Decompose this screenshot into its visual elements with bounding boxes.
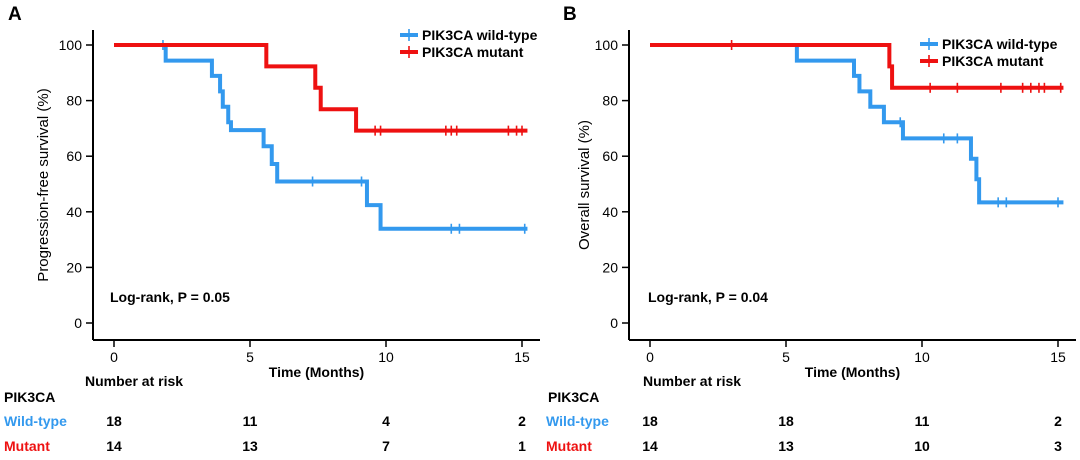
y-tick-label: 80 [602, 93, 618, 109]
x-tick-label: 15 [514, 349, 530, 365]
series-line-wild-type [650, 43, 1064, 205]
risk-count: 4 [382, 413, 390, 429]
panel-b: B 0 20 40 60 80 100 0 5 10 15 Overall survival (%) T… [546, 4, 1076, 454]
risk-count: 10 [914, 438, 930, 454]
x-tick-label: 5 [246, 349, 254, 365]
risk-count: 13 [778, 438, 794, 454]
risk-count: 18 [106, 413, 122, 429]
y-axis-label: Progression-free survival (%) [35, 88, 52, 281]
legend-label: PIK3CA mutant [942, 53, 1044, 69]
legend-label: PIK3CA mutant [422, 44, 524, 60]
risk-count: 18 [642, 413, 658, 429]
series-line-wild-type [114, 43, 528, 231]
x-tick-label: 5 [782, 349, 790, 365]
x-axis-label: Time (Months) [269, 364, 364, 380]
risk-row-label: Mutant [4, 438, 50, 454]
risk-row-label: Wild-type [4, 413, 67, 429]
risk-count: 11 [915, 413, 930, 429]
y-tick-label: 100 [59, 37, 83, 53]
x-tick-label: 10 [914, 349, 930, 365]
y-tick-label: 0 [74, 315, 82, 331]
risk-count: 11 [243, 413, 258, 429]
y-tick-label: 0 [610, 315, 618, 331]
logrank-annotation: Log-rank, P = 0.04 [648, 289, 768, 305]
legend-label: PIK3CA wild-type [422, 27, 538, 43]
y-tick-label: 20 [66, 259, 82, 275]
risk-count: 13 [242, 438, 258, 454]
risk-count: 1 [518, 438, 526, 454]
risk-row-label: Mutant [546, 438, 592, 454]
risk-table-title: Number at risk [85, 373, 183, 389]
y-tick-label: 80 [66, 93, 82, 109]
y-tick-label: 60 [66, 148, 82, 164]
series-line-mutant [650, 43, 1064, 90]
series-line-mutant [114, 43, 528, 133]
x-tick-label: 10 [378, 349, 394, 365]
y-tick-label: 60 [602, 148, 618, 164]
risk-count: 2 [1054, 413, 1062, 429]
panel-a: A 0 20 40 60 80 100 0 5 10 15 Progression-free surv… [4, 4, 540, 454]
legend-label: PIK3CA wild-type [942, 36, 1058, 52]
x-tick-label: 15 [1050, 349, 1066, 365]
risk-table-group-header: PIK3CA [548, 389, 599, 405]
risk-count: 2 [518, 413, 526, 429]
y-tick-label: 40 [66, 204, 82, 220]
x-tick-label: 0 [110, 349, 118, 365]
risk-row-label: Wild-type [546, 413, 609, 429]
logrank-annotation: Log-rank, P = 0.05 [110, 289, 230, 305]
y-tick-label: 20 [602, 259, 618, 275]
risk-count: 3 [1054, 438, 1062, 454]
y-tick-label: 100 [595, 37, 619, 53]
risk-count: 14 [642, 438, 658, 454]
risk-table-title: Number at risk [643, 373, 741, 389]
y-axis-label: Overall survival (%) [576, 120, 593, 250]
risk-table-group-header: PIK3CA [4, 389, 55, 405]
panel-label: B [563, 4, 577, 25]
risk-count: 18 [778, 413, 794, 429]
x-tick-label: 0 [646, 349, 654, 365]
y-tick-label: 40 [602, 204, 618, 220]
risk-count: 14 [106, 438, 122, 454]
x-axis-label: Time (Months) [805, 364, 900, 380]
panel-label: A [8, 4, 22, 25]
risk-count: 7 [382, 438, 390, 454]
